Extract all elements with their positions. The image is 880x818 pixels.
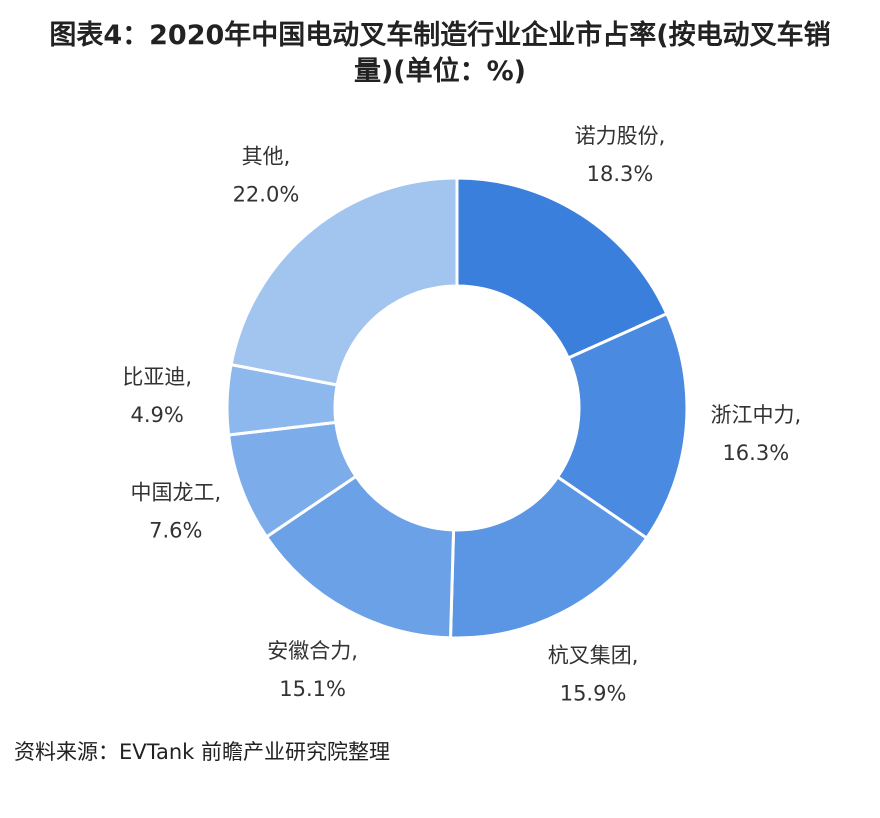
value-label: 7.6% [149,519,202,543]
donut-slice [229,176,459,387]
value-label: 16.3% [722,441,789,465]
slice-label: 比亚迪, [122,365,192,389]
source-note: 资料来源：EVTank 前瞻产业研究院整理 [14,740,390,764]
slice-label: 诺力股份, [575,124,666,148]
donut-slice [555,311,689,541]
value-label: 4.9% [131,403,184,427]
value-label: 15.9% [560,681,627,705]
slice-label: 杭叉集团, [548,643,639,667]
slice-label: 安徽合力, [267,639,358,663]
donut-slice [455,176,669,360]
value-label: 22.0% [233,183,300,207]
donut-slice [448,474,649,640]
slice-label: 中国龙工, [130,481,221,505]
chart-title: 图表4：2020年中国电动叉车制造行业企业市占率(按电动叉车销量)(单位：%) [49,20,831,87]
value-label: 18.3% [587,162,654,186]
slice-label: 其他, [242,145,291,169]
value-label: 15.1% [279,677,346,701]
slice-label: 浙江中力, [710,403,801,427]
donut-slice [264,474,456,640]
